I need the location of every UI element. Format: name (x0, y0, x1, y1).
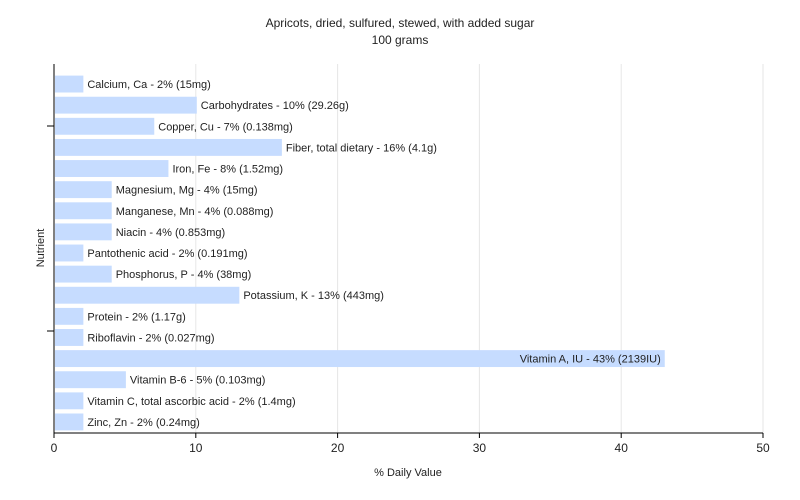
bar (55, 286, 240, 304)
bar (55, 392, 84, 410)
axes (47, 64, 764, 438)
bar-label: Zinc, Zn - 2% (0.24mg) (87, 417, 199, 429)
bar (55, 202, 112, 220)
bar-label: Phosphorus, P - 4% (38mg) (116, 269, 252, 281)
bar (55, 350, 665, 368)
bar (55, 265, 112, 283)
chart-subtitle: 100 grams (372, 33, 429, 47)
bar (55, 223, 112, 241)
x-tick-label: 10 (189, 441, 203, 455)
grid-lines (195, 64, 764, 433)
bar-label: Magnesium, Mg - 4% (15mg) (116, 185, 258, 197)
bar-label: Calcium, Ca - 2% (15mg) (87, 79, 210, 91)
x-tick-label: 20 (331, 441, 345, 455)
x-tick-label: 30 (473, 441, 487, 455)
bar-label: Copper, Cu - 7% (0.138mg) (158, 121, 293, 133)
bar (55, 413, 84, 431)
bar (55, 244, 84, 262)
y-axis-label: Nutrient (35, 229, 47, 268)
bar (55, 138, 282, 156)
bar-label: Vitamin B-6 - 5% (0.103mg) (130, 375, 266, 387)
bar-label: Pantothenic acid - 2% (0.191mg) (87, 248, 247, 260)
x-tick-label: 50 (756, 441, 770, 455)
bar-label: Vitamin A, IU - 43% (2139IU) (520, 354, 661, 366)
bar-label: Fiber, total dietary - 16% (4.1g) (286, 142, 437, 154)
bar (55, 307, 84, 325)
bar-label: Niacin - 4% (0.853mg) (116, 227, 225, 239)
x-tick-label: 0 (51, 441, 58, 455)
bar (55, 117, 155, 135)
bars: Calcium, Ca - 2% (15mg) Carbohydrates - 1… (55, 75, 665, 431)
chart-title: Apricots, dried, sulfured, stewed, with … (266, 16, 535, 30)
bar (55, 371, 126, 389)
bar (55, 181, 112, 199)
bar (55, 329, 84, 346)
bar-label: Iron, Fe - 8% (1.52mg) (172, 164, 283, 176)
bar (55, 96, 197, 114)
bar (55, 75, 84, 93)
bar-label: Vitamin C, total ascorbic acid - 2% (1.4… (87, 396, 295, 408)
bar-label: Protein - 2% (1.17g) (87, 311, 185, 323)
x-tick-labels: 0 10 20 30 40 50 (51, 441, 770, 455)
bar-label: Riboflavin - 2% (0.027mg) (87, 332, 214, 344)
bar (55, 160, 169, 177)
bar-label: Carbohydrates - 10% (29.26g) (201, 100, 349, 112)
x-tick-label: 40 (615, 441, 629, 455)
bar-label: Manganese, Mn - 4% (0.088mg) (116, 206, 274, 218)
bar-label: Potassium, K - 13% (443mg) (243, 290, 384, 302)
x-axis-label: % Daily Value (374, 467, 442, 479)
